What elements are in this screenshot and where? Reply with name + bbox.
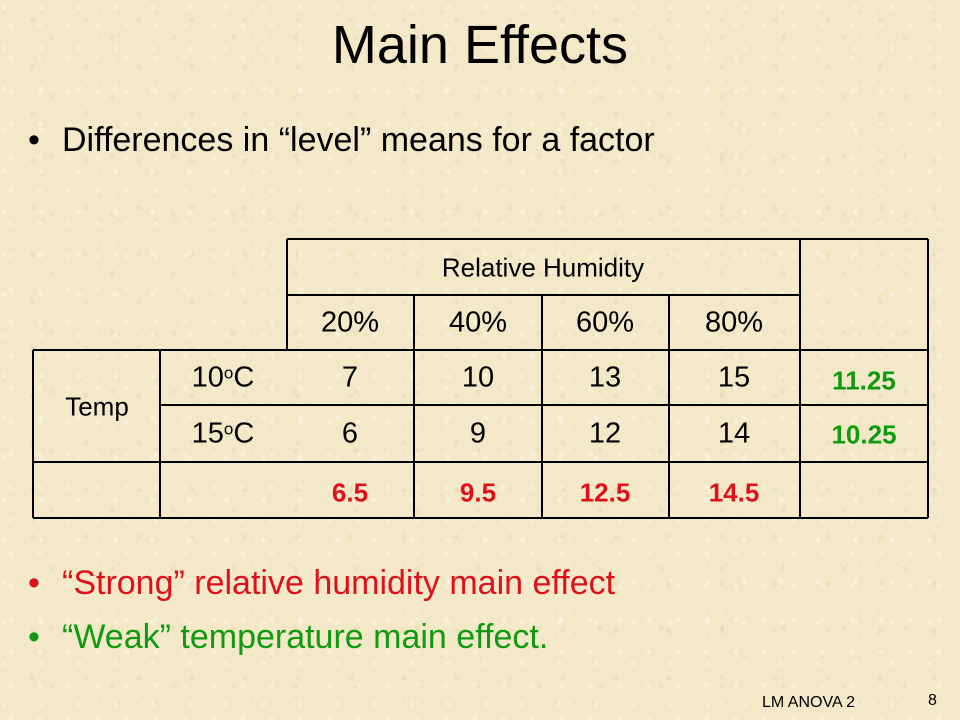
bullet-dot: •: [28, 564, 40, 602]
column-header: 20%: [320, 306, 380, 339]
table-cell: 10: [461, 361, 495, 394]
table-cell: 14: [717, 417, 751, 450]
bullet-text: “Strong” relative humidity main effect: [62, 564, 616, 602]
row-label-10c: 10oC: [192, 362, 255, 395]
degree-sup: o: [223, 419, 234, 439]
table-cell: 7: [341, 361, 359, 394]
column-header: 60%: [575, 306, 635, 339]
bullet-dot: •: [28, 618, 40, 656]
bullet-3: • “Weak” temperature main effect.: [28, 617, 548, 657]
row-label-unit: C: [233, 417, 255, 450]
column-mean: 6.5: [331, 477, 369, 508]
row-label-num: 10: [191, 361, 224, 394]
bullet-text: Differences in “level” means for a facto…: [62, 121, 655, 159]
footer-label: LM ANOVA 2: [762, 694, 856, 711]
column-header: 40%: [448, 306, 508, 339]
table-cell: 15: [717, 361, 751, 394]
bullet-dot: •: [28, 121, 40, 159]
column-mean: 14.5: [708, 477, 760, 508]
bullet-2: • “Strong” relative humidity main effect: [28, 563, 615, 603]
row-factor-temp: Temp: [65, 391, 129, 422]
row-mean: 11.25: [832, 365, 896, 396]
row-label-15c: 15oC: [192, 418, 255, 451]
column-mean: 12.5: [579, 477, 631, 508]
bullet-1: • Differences in “level” means for a fact…: [28, 120, 655, 160]
bullet-text: “Weak” temperature main effect.: [62, 618, 549, 656]
row-label-num: 15: [191, 417, 224, 450]
row-label-unit: C: [233, 361, 255, 394]
page-title: Main Effects: [331, 15, 629, 75]
row-mean: 10.25: [831, 419, 897, 450]
table-cell: 13: [588, 361, 622, 394]
table-cell: 6: [341, 417, 359, 450]
table-cell: 9: [469, 417, 487, 450]
page-number: 8: [928, 692, 937, 709]
degree-sup: o: [223, 363, 234, 383]
table-cell: 12: [588, 417, 622, 450]
column-header: 80%: [704, 306, 764, 339]
column-mean: 9.5: [459, 477, 497, 508]
group-header-relative-humidity: Relative Humidity: [441, 252, 645, 283]
